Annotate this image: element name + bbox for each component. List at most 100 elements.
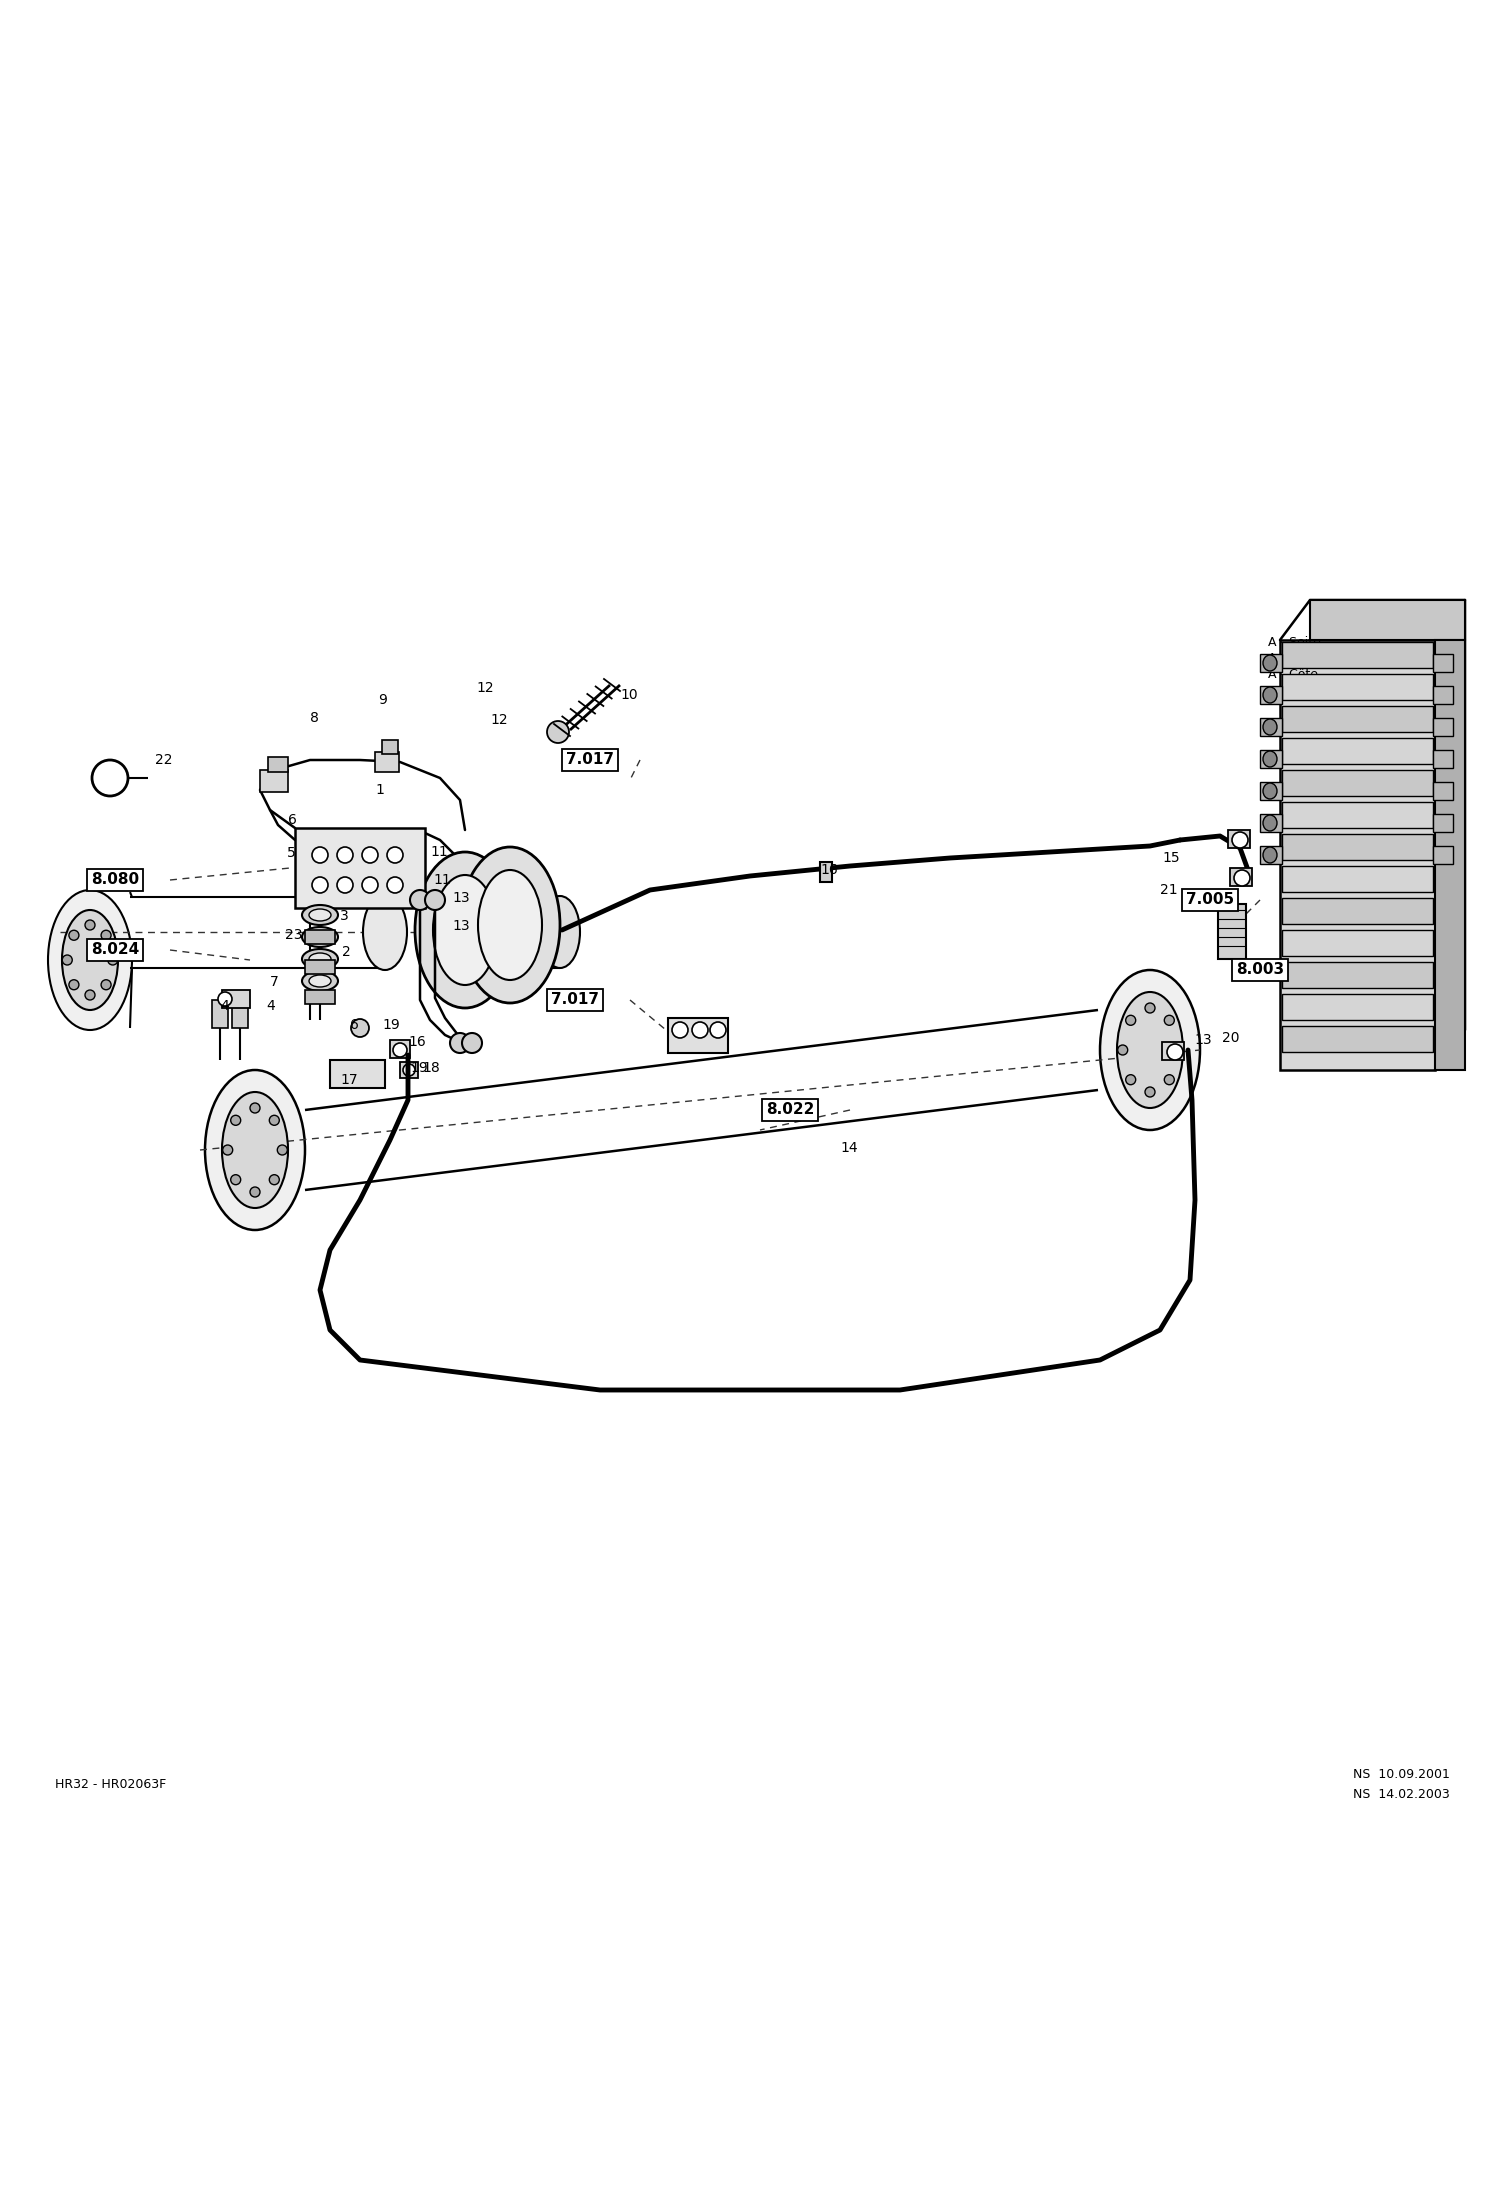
Circle shape <box>250 1187 261 1198</box>
Circle shape <box>85 919 94 930</box>
Text: 7: 7 <box>270 974 279 989</box>
Circle shape <box>277 1145 288 1154</box>
Text: 16: 16 <box>407 1036 425 1049</box>
Text: 19: 19 <box>382 1018 400 1031</box>
Circle shape <box>1164 1016 1174 1025</box>
Text: 23: 23 <box>285 928 303 941</box>
Ellipse shape <box>461 1033 482 1053</box>
Bar <box>389 1040 410 1058</box>
Circle shape <box>1144 1003 1155 1014</box>
Ellipse shape <box>309 930 331 943</box>
Ellipse shape <box>386 847 403 862</box>
Bar <box>1230 869 1252 886</box>
Bar <box>306 961 336 974</box>
Bar <box>1309 599 1465 641</box>
Ellipse shape <box>386 878 403 893</box>
Circle shape <box>100 981 111 989</box>
Bar <box>213 1000 228 1029</box>
Bar <box>668 1018 728 1053</box>
Ellipse shape <box>303 928 339 948</box>
Circle shape <box>1144 1086 1155 1097</box>
Circle shape <box>231 1115 241 1126</box>
Ellipse shape <box>1263 656 1276 671</box>
Bar <box>1434 717 1453 735</box>
Circle shape <box>1125 1075 1135 1084</box>
Bar <box>1260 781 1282 801</box>
Bar <box>1282 994 1434 1020</box>
Text: 8: 8 <box>310 711 319 724</box>
Bar <box>1434 781 1453 801</box>
Text: NS  14.02.2003: NS 14.02.2003 <box>1353 1788 1450 1801</box>
Bar <box>1434 814 1453 832</box>
Text: 8.080: 8.080 <box>91 873 139 889</box>
Ellipse shape <box>1263 847 1276 862</box>
Bar <box>1282 643 1434 667</box>
Bar <box>1435 641 1465 1071</box>
Circle shape <box>270 1115 279 1126</box>
Ellipse shape <box>415 851 515 1007</box>
Text: 7.005: 7.005 <box>1186 893 1234 908</box>
Bar <box>1228 829 1249 849</box>
Circle shape <box>69 981 79 989</box>
Ellipse shape <box>1263 720 1276 735</box>
Text: 11: 11 <box>430 845 448 860</box>
Text: 10: 10 <box>620 689 638 702</box>
Ellipse shape <box>433 875 497 985</box>
Ellipse shape <box>1263 814 1276 832</box>
Bar <box>330 1060 385 1088</box>
Text: 4: 4 <box>267 998 274 1014</box>
Text: 6: 6 <box>288 814 297 827</box>
Ellipse shape <box>403 1064 415 1075</box>
Circle shape <box>1164 1075 1174 1084</box>
Ellipse shape <box>363 893 407 970</box>
Text: 7.017: 7.017 <box>551 992 599 1007</box>
Text: 13: 13 <box>452 919 470 932</box>
Bar <box>1434 750 1453 768</box>
Text: 8.003: 8.003 <box>1236 963 1284 979</box>
Bar <box>1260 814 1282 832</box>
Circle shape <box>85 989 94 1000</box>
Text: 15: 15 <box>1162 851 1179 864</box>
Ellipse shape <box>303 904 339 926</box>
Ellipse shape <box>363 847 377 862</box>
Ellipse shape <box>460 847 560 1003</box>
Circle shape <box>270 1174 279 1185</box>
Bar <box>1282 706 1434 733</box>
Text: 8.022: 8.022 <box>765 1104 815 1117</box>
Ellipse shape <box>1263 783 1276 799</box>
Text: 21: 21 <box>1159 882 1177 897</box>
Ellipse shape <box>1100 970 1200 1130</box>
Bar <box>1282 674 1434 700</box>
Ellipse shape <box>351 1018 369 1038</box>
Bar <box>1279 641 1435 1071</box>
Text: 19: 19 <box>410 1062 428 1075</box>
Text: 12: 12 <box>476 680 494 695</box>
Ellipse shape <box>309 908 331 921</box>
Bar <box>400 1062 418 1077</box>
Bar <box>1282 930 1434 957</box>
Ellipse shape <box>392 1042 407 1058</box>
Bar <box>382 739 398 755</box>
Text: 7.017: 7.017 <box>566 753 614 768</box>
Text: 9: 9 <box>377 693 386 706</box>
Text: 14: 14 <box>840 1141 858 1154</box>
Text: 22: 22 <box>154 753 172 768</box>
Text: 8.024: 8.024 <box>91 943 139 957</box>
Ellipse shape <box>363 878 377 893</box>
Circle shape <box>100 930 111 941</box>
Bar <box>374 753 398 772</box>
Bar <box>1282 803 1434 827</box>
Ellipse shape <box>309 952 331 965</box>
Bar <box>232 998 249 1029</box>
Text: 6: 6 <box>351 1018 360 1031</box>
Bar <box>1434 654 1453 671</box>
Bar <box>1282 1027 1434 1051</box>
Bar <box>295 827 425 908</box>
Text: 18: 18 <box>422 1062 440 1075</box>
Ellipse shape <box>48 891 132 1029</box>
Bar <box>1282 897 1434 924</box>
Ellipse shape <box>425 891 445 911</box>
Circle shape <box>108 954 118 965</box>
Bar <box>1434 847 1453 864</box>
Ellipse shape <box>673 1022 688 1038</box>
